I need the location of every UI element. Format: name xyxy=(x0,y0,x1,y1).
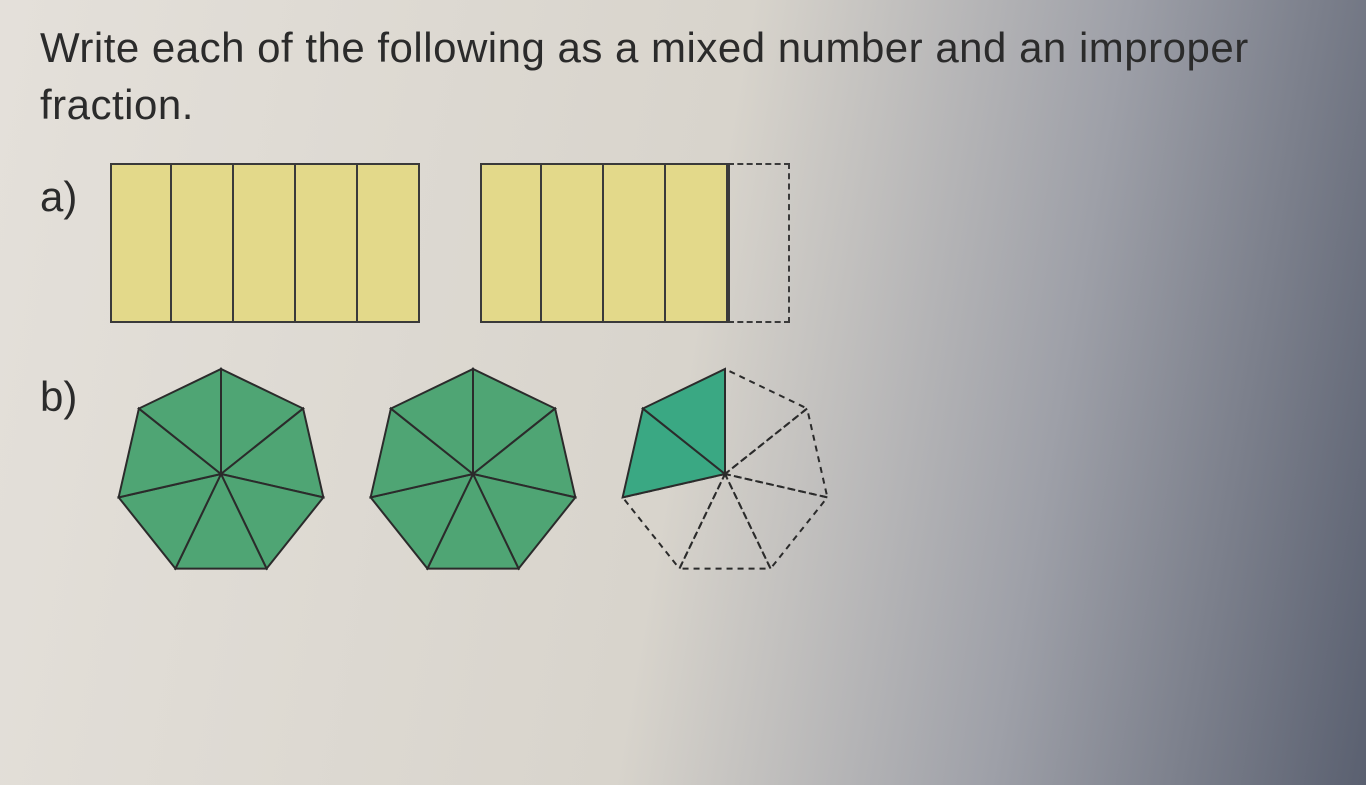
rect-cell-empty xyxy=(728,163,790,323)
heptagon-slice-empty xyxy=(679,474,770,569)
problem-b-label: b) xyxy=(40,363,110,421)
heptagon-slice-empty xyxy=(725,409,827,498)
rect-cell-filled xyxy=(110,163,172,323)
rect-cell-filled xyxy=(172,163,234,323)
heptagon-shape xyxy=(614,363,836,585)
problem-b-shapes xyxy=(110,363,836,585)
rect-group xyxy=(110,163,420,323)
problem-a-label: a) xyxy=(40,163,110,221)
heptagon-shape xyxy=(362,363,584,585)
rect-cell-filled xyxy=(296,163,358,323)
rect-cell-filled xyxy=(480,163,542,323)
rect-group xyxy=(480,163,790,323)
heptagon-slice-empty xyxy=(725,369,807,474)
rect-cell-filled xyxy=(604,163,666,323)
heptagon-shape xyxy=(110,363,332,585)
problem-a: a) xyxy=(40,163,1326,323)
rect-cell-filled xyxy=(358,163,420,323)
heptagon-slice-empty xyxy=(725,474,827,569)
rect-cell-filled xyxy=(666,163,728,323)
problem-b: b) xyxy=(40,363,1326,585)
rect-cell-filled xyxy=(234,163,296,323)
rect-cell-filled xyxy=(542,163,604,323)
problem-a-shapes xyxy=(110,163,790,323)
worksheet-page: Write each of the following as a mixed n… xyxy=(0,0,1366,645)
instruction-text: Write each of the following as a mixed n… xyxy=(40,20,1326,133)
